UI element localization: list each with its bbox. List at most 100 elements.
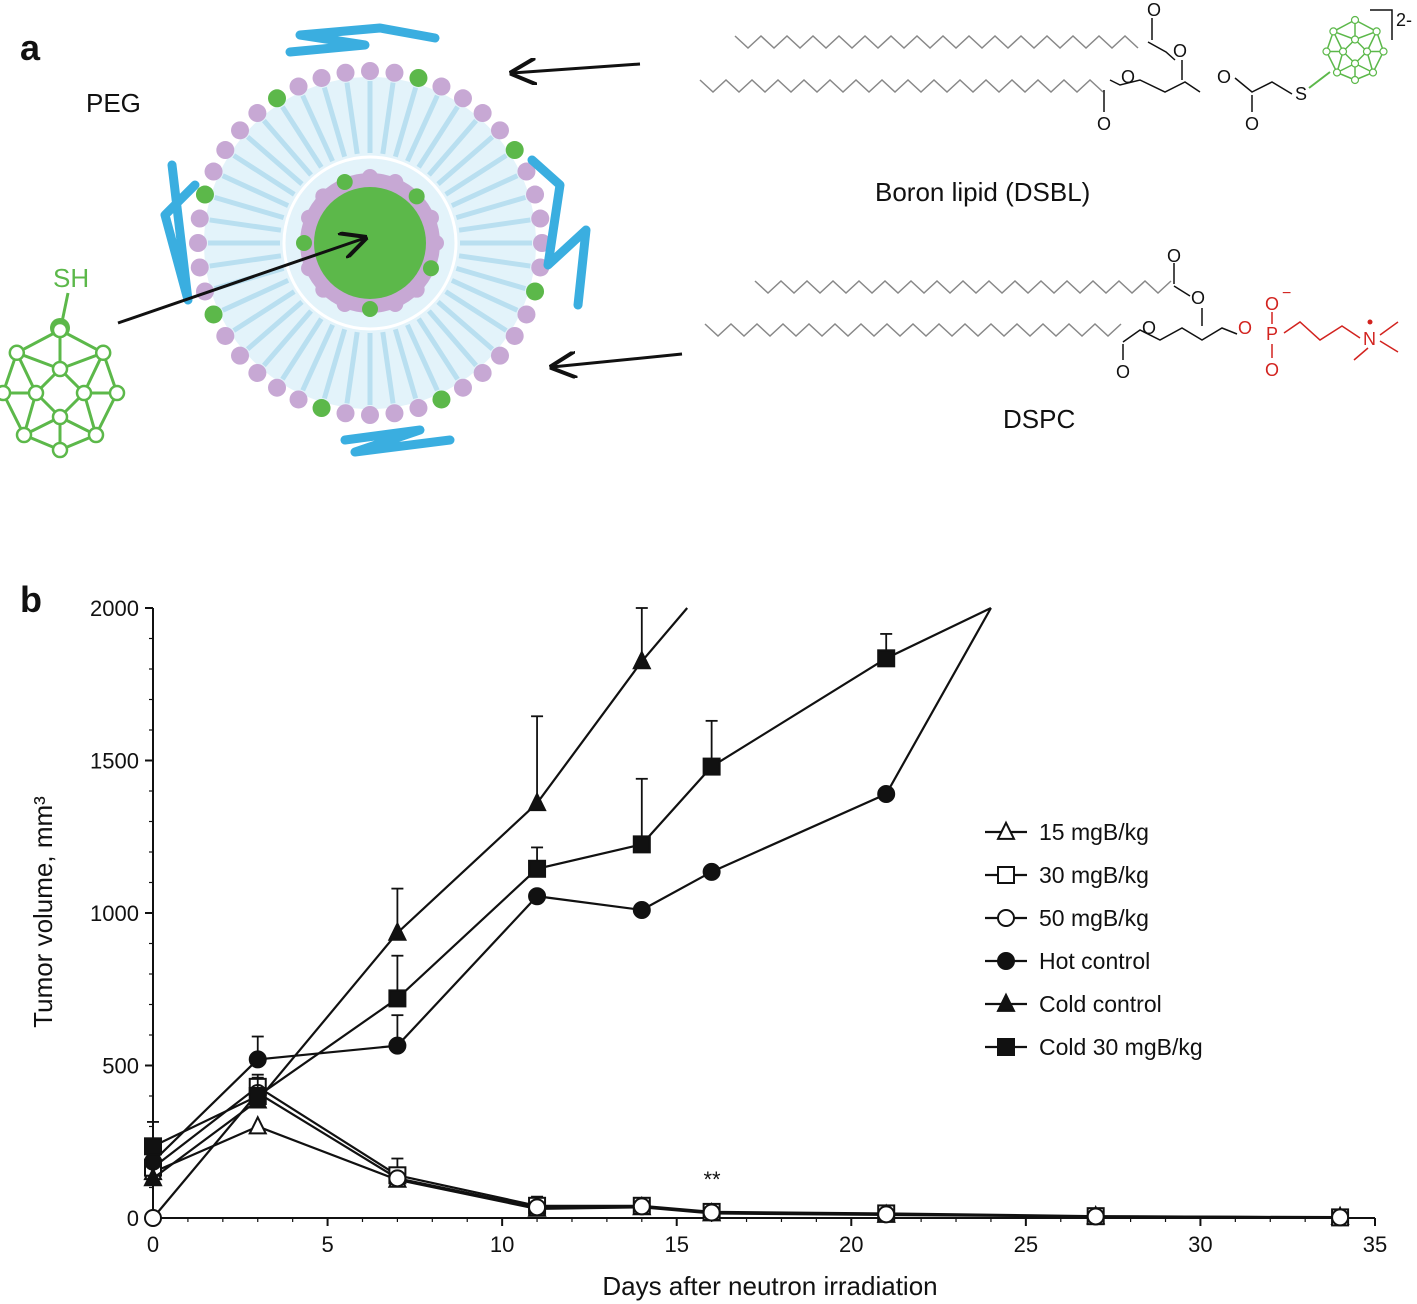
panel-a: a PEG SH xyxy=(0,0,1412,459)
inner-lipid-headgroup xyxy=(408,281,425,298)
dspc-methyls xyxy=(1379,321,1399,336)
data-point-circle-open xyxy=(632,1197,651,1216)
dsbl-o-1: O xyxy=(1147,0,1161,20)
data-point-circle-open xyxy=(388,1169,407,1188)
x-tick-label: 10 xyxy=(490,1232,514,1257)
lipid-tail xyxy=(455,265,527,292)
series-hot-control xyxy=(144,607,992,1171)
cage-atom xyxy=(108,384,126,402)
data-point-square-filled xyxy=(388,989,407,1008)
cage-atom xyxy=(51,441,69,459)
outer-lipid-tails xyxy=(208,81,532,405)
lipid-tail xyxy=(221,278,290,313)
cage-atom xyxy=(1322,47,1331,56)
inner-lipid-headgroup xyxy=(428,235,444,251)
lipid-headgroup xyxy=(289,390,308,409)
dsbl-backbone xyxy=(1147,41,1176,61)
legend-label: 50 mgB/kg xyxy=(1039,905,1149,931)
inner-lipid-headgroup xyxy=(422,209,439,226)
lipid-tail xyxy=(405,323,440,392)
dspc-acyl-chain-1 xyxy=(754,279,1172,295)
data-point-triangle-filled xyxy=(996,992,1016,1012)
lipid-tail xyxy=(245,135,304,186)
data-point-circle-filled xyxy=(248,1050,267,1069)
y-tick-label: 1500 xyxy=(90,749,139,774)
lipid-headgroup xyxy=(490,346,509,365)
lipid-headgroup xyxy=(385,63,404,82)
inner-lipid-headgroup xyxy=(315,281,332,298)
small-boron-cage-icon xyxy=(1322,15,1388,85)
dsbl-glycerol xyxy=(1109,79,1201,93)
data-point-circle-open xyxy=(1331,1208,1350,1227)
panel-b-label: b xyxy=(20,579,42,620)
dspc-o-5: O xyxy=(1238,318,1252,338)
lipid-headgroup xyxy=(432,390,451,409)
lipid-tail xyxy=(344,82,360,155)
cage-atom xyxy=(1372,27,1381,36)
dspc-n-charge xyxy=(1367,319,1373,325)
lipid-tail xyxy=(262,309,313,368)
lipid-tail xyxy=(209,253,282,269)
lipid-headgroup xyxy=(531,209,550,228)
legend-item: Hot control xyxy=(985,948,1150,974)
legend-label: Hot control xyxy=(1039,948,1150,974)
chart-legend: 15 mgB/kg 30 mgB/kg 50 mgB/kg Hot control Co… xyxy=(985,819,1203,1060)
lipid-tail xyxy=(232,153,296,197)
data-point-circle-open xyxy=(702,1203,721,1222)
lipid-tail xyxy=(458,253,531,269)
dsbl-o-4: O xyxy=(1097,114,1111,134)
lipid-headgroup xyxy=(216,326,235,345)
legend-label: 30 mgB/kg xyxy=(1039,862,1149,888)
y-tick-label: 0 xyxy=(127,1206,139,1231)
lipid-headgroup xyxy=(505,326,524,345)
lipid-tail xyxy=(416,105,460,169)
dspc-structure: O O O O O O − P O N xyxy=(704,246,1399,382)
lipid-headgroup xyxy=(336,63,355,82)
lipid-tail xyxy=(280,317,324,381)
lipid-headgroup xyxy=(312,68,331,87)
inner-lipid-headgroup xyxy=(296,235,312,251)
dsbl-o-6: O xyxy=(1245,114,1259,134)
lipid-tail xyxy=(444,289,508,333)
dsbl-o-5: O xyxy=(1217,67,1231,87)
y-tick-label: 500 xyxy=(102,1054,139,1079)
data-point-square-filled xyxy=(997,1038,1015,1056)
lipid-tail xyxy=(450,173,519,208)
cage-atom xyxy=(75,384,93,402)
data-point-triangle-open xyxy=(248,1115,268,1135)
lipid-tail xyxy=(416,317,460,381)
cage-atom xyxy=(1350,15,1360,25)
lipid-tail xyxy=(232,289,296,333)
lipid-tail xyxy=(392,328,419,400)
lipid-tail xyxy=(450,278,519,313)
lipid-tail xyxy=(213,194,285,221)
series-line xyxy=(152,607,992,1163)
series-cold-control xyxy=(143,607,689,1187)
cage-atom xyxy=(1362,47,1372,56)
cage-atom xyxy=(51,321,69,339)
y-tick-label: 1000 xyxy=(90,901,139,926)
cage-atom xyxy=(1379,47,1388,56)
lipid-headgroup xyxy=(453,378,472,397)
lipid-headgroup xyxy=(248,363,267,382)
data-point-circle-open xyxy=(528,1198,547,1217)
outer-lipid-heads xyxy=(189,62,551,424)
data-point-circle-filled xyxy=(997,952,1015,970)
dspc-o-3: O xyxy=(1142,318,1156,338)
legend-label: Cold 30 mgB/kg xyxy=(1039,1034,1203,1060)
dspc-glycerol xyxy=(1122,327,1238,343)
lipid-headgroup xyxy=(204,162,223,181)
lipid-headgroup xyxy=(248,104,267,123)
legend-item: Cold control xyxy=(985,991,1162,1017)
inner-lipid-headgroup xyxy=(362,169,378,185)
dspc-choline xyxy=(1283,321,1361,341)
data-point-square-filled xyxy=(248,1087,267,1105)
chart-series xyxy=(143,607,1350,1227)
lipid-headgroup xyxy=(361,62,379,80)
cage-atom xyxy=(1350,75,1360,85)
series-line xyxy=(152,1085,1341,1219)
lipid-tail xyxy=(458,217,531,233)
data-point-square-filled xyxy=(632,835,651,854)
data-point-circle-filled xyxy=(632,900,651,919)
